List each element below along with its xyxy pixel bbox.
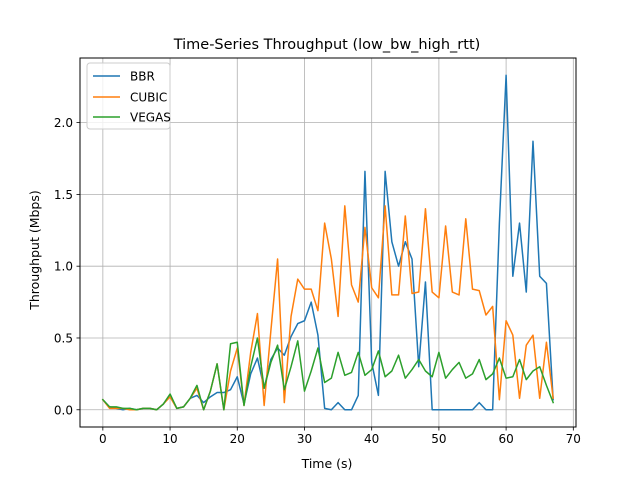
grid-lines — [80, 58, 576, 427]
x-axis-label: Time (s) — [301, 456, 353, 471]
y-axis-label: Throughput (Mbps) — [27, 190, 42, 311]
x-tick-label: 0 — [99, 432, 107, 446]
x-tick-label: 60 — [498, 432, 513, 446]
legend-label-bbr: BBR — [130, 70, 155, 84]
axis-ticks: 0 10 20 30 40 50 60 70 0.0 0.5 1.0 1.5 2.0 — [54, 116, 581, 446]
x-tick-label: 30 — [297, 432, 312, 446]
y-tick-label: 1.5 — [54, 188, 73, 202]
legend-box — [86, 62, 171, 130]
legend-label-cubic: CUBIC — [130, 91, 167, 105]
x-tick-label: 10 — [162, 432, 177, 446]
series-line-vegas — [101, 337, 555, 411]
y-tick-label: 2.0 — [54, 116, 73, 130]
x-tick-label: 40 — [364, 432, 379, 446]
legend: BBR CUBIC VEGAS — [86, 62, 171, 130]
series-lines — [101, 74, 555, 411]
y-tick-label: 0.5 — [54, 331, 73, 345]
x-tick-label: 20 — [230, 432, 245, 446]
plot-area-frame — [79, 57, 577, 428]
x-tick-label: 50 — [431, 432, 446, 446]
y-tick-label: 0.0 — [54, 403, 73, 417]
x-tick-label: 70 — [566, 432, 581, 446]
y-tick-label: 1.0 — [54, 260, 73, 274]
legend-label-vegas: VEGAS — [130, 111, 171, 125]
chart-title: Time-Series Throughput (low_bw_high_rtt) — [173, 37, 481, 53]
